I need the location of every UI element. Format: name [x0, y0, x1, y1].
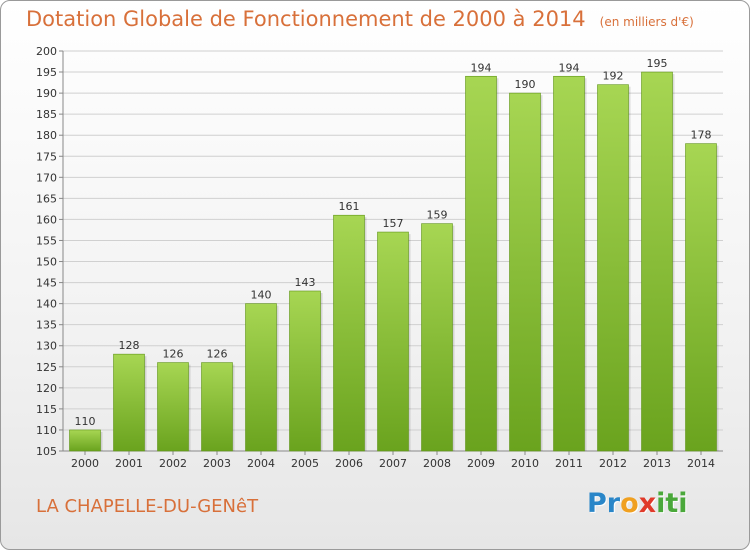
- data-label: 128: [119, 339, 140, 352]
- x-tick-label: 2003: [203, 457, 231, 470]
- bar: [421, 223, 453, 452]
- x-tick-label: 2008: [423, 457, 451, 470]
- bar: [465, 75, 497, 452]
- logo-letter: P: [587, 488, 607, 519]
- data-label: 190: [515, 78, 536, 91]
- logo-letter: i: [678, 488, 688, 519]
- y-tick-label: 140: [36, 298, 57, 311]
- x-tick-label: 2004: [247, 457, 275, 470]
- x-tick-label: 2010: [511, 457, 539, 470]
- bar: [509, 92, 541, 452]
- bars: [69, 71, 719, 452]
- data-label: 126: [207, 348, 228, 361]
- x-tick-label: 2011: [555, 457, 583, 470]
- bar: [113, 353, 145, 452]
- data-label: 195: [647, 57, 668, 70]
- data-labels: 110 128 126 126 140 143 161 157 159 194 190 194 192 1…: [75, 57, 712, 428]
- proxiti-logo[interactable]: Proxiti: [587, 488, 688, 519]
- logo-letter: o: [620, 488, 639, 519]
- data-label: 161: [339, 200, 360, 213]
- y-tick-label: 175: [36, 150, 57, 163]
- y-tick-label: 110: [36, 424, 57, 437]
- data-label: 143: [295, 276, 316, 289]
- logo-letter: x: [638, 488, 657, 519]
- chart-subtitle: (en milliers d'€): [599, 15, 694, 29]
- data-label: 178: [691, 129, 712, 142]
- logo-letter: i: [656, 488, 666, 519]
- x-tick-label: 2000: [71, 457, 99, 470]
- y-tick-label: 200: [36, 45, 57, 58]
- commune-name: LA CHAPELLE-DU-GENêT: [36, 496, 259, 517]
- x-tick-label: 2013: [643, 457, 671, 470]
- chart-title: Dotation Globale de Fonctionnement de 20…: [26, 7, 694, 31]
- bar: [69, 429, 101, 452]
- y-tick-label: 150: [36, 256, 57, 269]
- bar: [289, 290, 321, 452]
- x-tick-label: 2002: [159, 457, 187, 470]
- y-tick-label: 125: [36, 361, 57, 374]
- x-tick-label: 2006: [335, 457, 363, 470]
- chart-title-text: Dotation Globale de Fonctionnement de 20…: [26, 7, 586, 31]
- bar: [333, 214, 365, 452]
- data-label: 159: [427, 209, 448, 222]
- tick-labels: 105 110 115 120 125 130 135 140 145 150 155 160 165 1…: [36, 45, 715, 470]
- y-tick-label: 180: [36, 129, 57, 142]
- y-tick-label: 160: [36, 213, 57, 226]
- x-tick-label: 2012: [599, 457, 627, 470]
- x-tick-label: 2009: [467, 457, 495, 470]
- bar: [245, 303, 277, 452]
- y-tick-label: 105: [36, 445, 57, 458]
- y-tick-label: 185: [36, 108, 57, 121]
- data-label: 157: [383, 217, 404, 230]
- y-tick-label: 135: [36, 319, 57, 332]
- bar: [157, 362, 189, 452]
- data-label: 126: [163, 348, 184, 361]
- y-tick-label: 155: [36, 234, 57, 247]
- bar: [685, 143, 717, 452]
- data-label: 192: [603, 70, 624, 83]
- data-label: 194: [471, 61, 492, 74]
- y-tick-label: 165: [36, 192, 57, 205]
- y-tick-label: 195: [36, 66, 57, 79]
- logo-letter: t: [665, 488, 679, 519]
- y-tick-label: 145: [36, 277, 57, 290]
- y-tick-label: 120: [36, 382, 57, 395]
- x-tick-label: 2001: [115, 457, 143, 470]
- bar: [201, 362, 233, 452]
- x-tick-label: 2014: [687, 457, 715, 470]
- y-tick-label: 190: [36, 87, 57, 100]
- bar: [377, 231, 409, 452]
- y-tick-label: 170: [36, 171, 57, 184]
- data-label: 110: [75, 415, 96, 428]
- logo-letter: r: [606, 488, 621, 519]
- y-tick-label: 115: [36, 403, 57, 416]
- data-label: 140: [251, 289, 272, 302]
- x-tick-label: 2007: [379, 457, 407, 470]
- data-label: 194: [559, 61, 580, 74]
- x-tick-label: 2005: [291, 457, 319, 470]
- bar: [597, 84, 629, 452]
- y-tick-label: 130: [36, 340, 57, 353]
- bar: [641, 71, 673, 452]
- bar: [553, 75, 585, 452]
